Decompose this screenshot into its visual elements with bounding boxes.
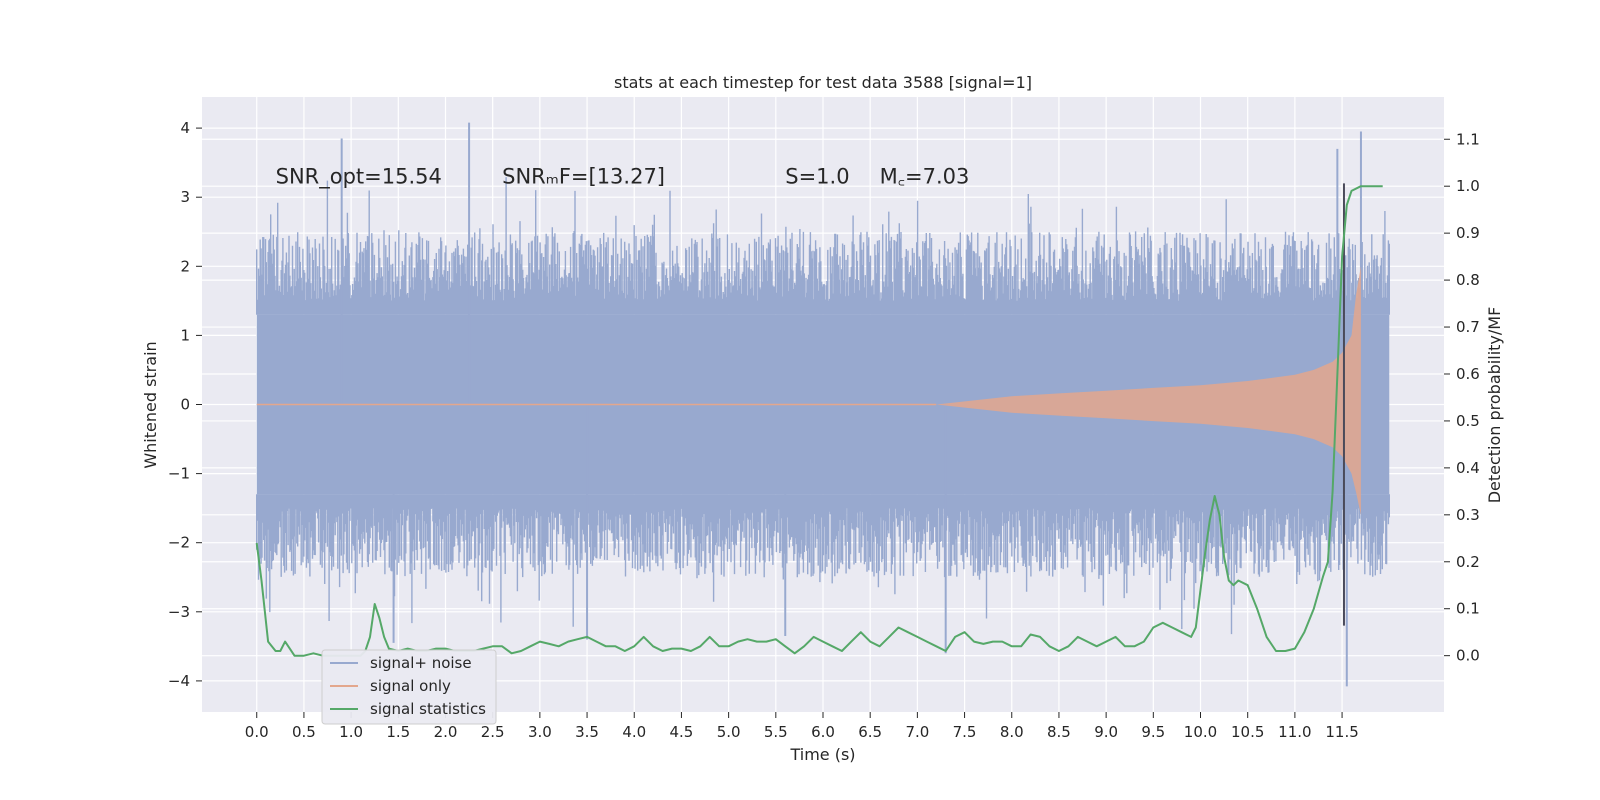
y-tick-label: 2 — [180, 257, 190, 275]
x-tick-label: 5.5 — [764, 723, 788, 741]
x-tick-label: 11.0 — [1278, 723, 1311, 741]
y-right-tick-label: 0.2 — [1456, 553, 1480, 571]
annotation-text: S=1.0 — [785, 164, 849, 188]
noise-spikes-lower — [256, 494, 1390, 635]
x-tick-label: 5.0 — [717, 723, 741, 741]
legend-label-noise: signal+ noise — [370, 654, 472, 672]
x-tick-label: 10.5 — [1231, 723, 1264, 741]
y-tick-label: −4 — [168, 672, 190, 690]
x-tick-label: 1.5 — [386, 723, 410, 741]
legend-label-signal: signal only — [370, 677, 451, 695]
annotations: SNR_opt=15.54 SNRₘF=[13.27] S=1.0 M꜀=7.03 — [276, 164, 970, 189]
y-right-tick-label: 0.7 — [1456, 318, 1480, 336]
x-tick-label: 4.0 — [622, 723, 646, 741]
x-tick-label: 6.0 — [811, 723, 835, 741]
y-right-tick-label: 0.9 — [1456, 224, 1480, 242]
chart-title: stats at each timestep for test data 358… — [614, 73, 1032, 92]
x-tick-label: 9.5 — [1141, 723, 1165, 741]
y-right-tick-label: 0.4 — [1456, 459, 1480, 477]
x-tick-label: 3.5 — [575, 723, 599, 741]
x-tick-label: 3.0 — [528, 723, 552, 741]
y-axis-title: Whitened strain — [141, 341, 160, 468]
y-tick-label: 3 — [180, 188, 190, 206]
x-tick-label: 8.0 — [1000, 723, 1024, 741]
x-tick-label: 7.5 — [953, 723, 977, 741]
signal-only-envelope — [936, 266, 1361, 516]
x-tick-label: 11.5 — [1325, 723, 1358, 741]
x-tick-label: 7.0 — [905, 723, 929, 741]
y-right-tick-label: 0.3 — [1456, 506, 1480, 524]
x-tick-label: 0.5 — [292, 723, 316, 741]
y-tick-label: −3 — [168, 603, 190, 621]
y-tick-label: 4 — [180, 119, 190, 137]
y-tick-label: 1 — [180, 326, 190, 344]
legend-label-stats: signal statistics — [370, 700, 486, 718]
x-tick-label: 4.5 — [670, 723, 694, 741]
x-tick-label: 2.5 — [481, 723, 505, 741]
x-tick-label: 0.0 — [245, 723, 269, 741]
y-tick-label: −2 — [168, 534, 190, 552]
x-tick-label: 10.0 — [1184, 723, 1217, 741]
y-right-tick-label: 1.1 — [1456, 130, 1480, 148]
annotation-text: SNRₘF=[13.27] — [502, 164, 665, 188]
x-tick-label: 6.5 — [858, 723, 882, 741]
signal-only-series — [256, 266, 1361, 516]
x-axis-title: Time (s) — [789, 745, 855, 764]
x-tick-label: 1.0 — [339, 723, 363, 741]
y-right-axis-title: Detection probability/MF — [1485, 307, 1504, 504]
x-tick-label: 9.0 — [1094, 723, 1118, 741]
y-right-tick-label: 0.0 — [1456, 647, 1480, 665]
y-right-tick-label: 0.6 — [1456, 365, 1480, 383]
y-tick-label: 0 — [180, 396, 190, 414]
y-right-tick-label: 0.8 — [1456, 271, 1480, 289]
legend: signal+ noise signal only signal statist… — [321, 649, 497, 725]
y-right-tick-label: 0.5 — [1456, 412, 1480, 430]
y-axis-ticks: 4 3 2 1 0 −1 −2 −3 −4 — [168, 119, 202, 690]
legend-box — [321, 649, 497, 725]
x-tick-label: 2.0 — [434, 723, 458, 741]
annotation-text: SNR_opt=15.54 — [276, 164, 442, 189]
y-right-tick-label: 0.1 — [1456, 600, 1480, 618]
y-right-tick-label: 1.0 — [1456, 177, 1480, 195]
y-tick-label: −1 — [168, 465, 190, 483]
x-tick-label: 8.5 — [1047, 723, 1071, 741]
noise-spikes-upper — [256, 177, 1390, 315]
y-right-axis-ticks: 1.1 1.0 0.9 0.8 0.7 0.6 0.5 0.4 0.3 0.2 0.1 0.0 — [1444, 130, 1480, 665]
x-axis-ticks: 0.0 0.5 1.0 1.5 2.0 2.5 3.0 3.5 4.0 4.5 5.0 5.5 6.0 6… — [245, 712, 1359, 741]
annotation-text: M꜀=7.03 — [880, 164, 970, 188]
